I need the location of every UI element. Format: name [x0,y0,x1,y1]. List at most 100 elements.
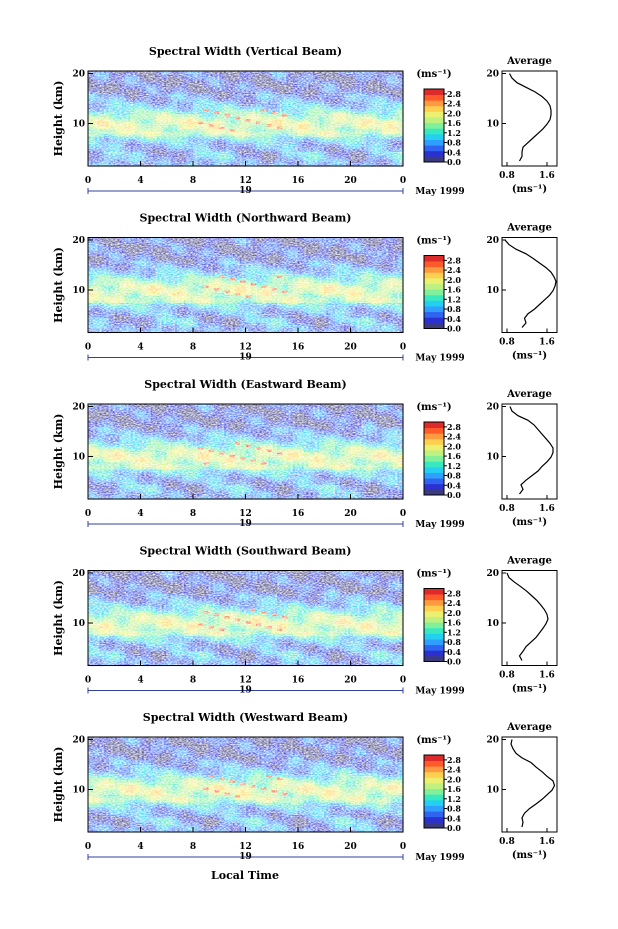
heatmap-cell [298,73,304,77]
heatmap-cell [103,466,110,470]
heatmap-cell [361,161,367,165]
heatmap-cell [109,416,115,420]
heatmap-cell [182,143,189,147]
heatmap-cell [240,83,247,87]
heatmap-cell [256,88,262,92]
heatmap-cell [119,317,126,321]
heatmap-cell [308,116,315,120]
heatmap-cell [166,138,173,142]
heatmap-cell [345,277,352,281]
heatmap-cell [98,81,105,85]
heatmap-cell [366,73,373,77]
heatmap-cell [114,250,121,254]
heatmap-cell [135,280,142,284]
heatmap-cell [156,252,163,256]
heatmap-cell [145,292,152,296]
heatmap-cell [198,240,205,244]
heatmap-cell [292,96,299,100]
heatmap-cell [172,93,178,97]
heatmap-cell [193,277,199,281]
heatmap-cell [287,98,294,102]
heatmap-cell [240,320,247,324]
heatmap-cell [182,81,189,85]
heatmap-cell [324,131,331,135]
heatmap-cell [387,93,394,97]
heatmap-cell [229,131,236,135]
heatmap-cell [298,98,304,102]
heatmap-cell [261,302,268,306]
heatmap-cell [261,96,268,100]
heatmap-cell [140,302,147,306]
heatmap-cell [308,307,315,311]
heatmap-cell [114,489,121,493]
heatmap-cell [103,429,110,433]
heatmap-cell [88,272,94,276]
heatmap-cell [119,131,126,135]
heatmap-cell [140,257,147,261]
heatmap-cell [261,252,268,256]
heatmap-cell [271,242,278,246]
heatmap-cell [214,250,220,254]
heatmap-cell [250,265,257,269]
heatmap-cell [376,277,383,281]
heatmap-cell [282,143,289,147]
heatmap-cell [130,280,136,284]
heatmap-cell [93,123,100,127]
heatmap-cell [98,429,105,433]
heatmap-cell [271,312,278,316]
heatmap-cell [219,292,226,296]
heatmap-cell [109,141,115,145]
heatmap-cell [135,245,142,249]
heatmap-cell [261,310,268,314]
heatmap-cell [214,272,220,276]
heatmap-cell [172,262,178,266]
heatmap-cell [266,163,273,167]
heatmap-cell [366,153,373,157]
heatmap-cell [145,307,152,311]
heatmap-cell [88,434,94,438]
heatmap-cell [98,466,105,470]
heatmap-cell [103,113,110,117]
heatmap-cell [135,277,142,281]
heatmap-cell [145,265,152,269]
heatmap-cell [324,141,331,145]
heatmap-cell [229,282,236,286]
heatmap-cell [392,292,399,296]
heatmap-cell [229,161,236,165]
heatmap-cell [156,305,163,309]
heatmap-cell [156,280,163,284]
heatmap-cell [98,280,105,284]
heatmap-cell [292,295,299,299]
heatmap-cell [271,133,278,137]
heatmap-cell [156,325,163,329]
heatmap-cell [266,302,273,306]
heatmap-cell [187,260,194,264]
heatmap-cell [219,277,226,281]
heatmap-cell [361,262,367,266]
heatmap-cell [140,322,147,326]
heatmap-cell [203,96,210,100]
heatmap-cell [387,310,394,314]
heatmap-cell [240,143,247,147]
heatmap-cell [355,277,362,281]
heatmap-cell [303,118,310,122]
heatmap-cell [308,103,315,107]
heatmap-cell [198,76,205,80]
heatmap-cell [298,237,304,241]
colorbar-tick-label: 1.2 [447,294,461,304]
heatmap-cell [198,327,205,331]
heatmap-cell [287,158,294,162]
heatmap-cell [203,98,210,102]
heatmap-cell [98,161,105,165]
heatmap-cell [282,88,289,92]
heatmap-cell [355,143,362,147]
heatmap-cell [277,285,283,289]
heatmap-cell [203,325,210,329]
heatmap-cell [172,292,178,296]
heatmap-cell [172,252,178,256]
heatmap-cell [208,123,215,127]
heatmap-cell [355,307,362,311]
heatmap-cell [203,161,210,165]
heatmap-cell [287,302,294,306]
heatmap-cell [245,297,252,301]
